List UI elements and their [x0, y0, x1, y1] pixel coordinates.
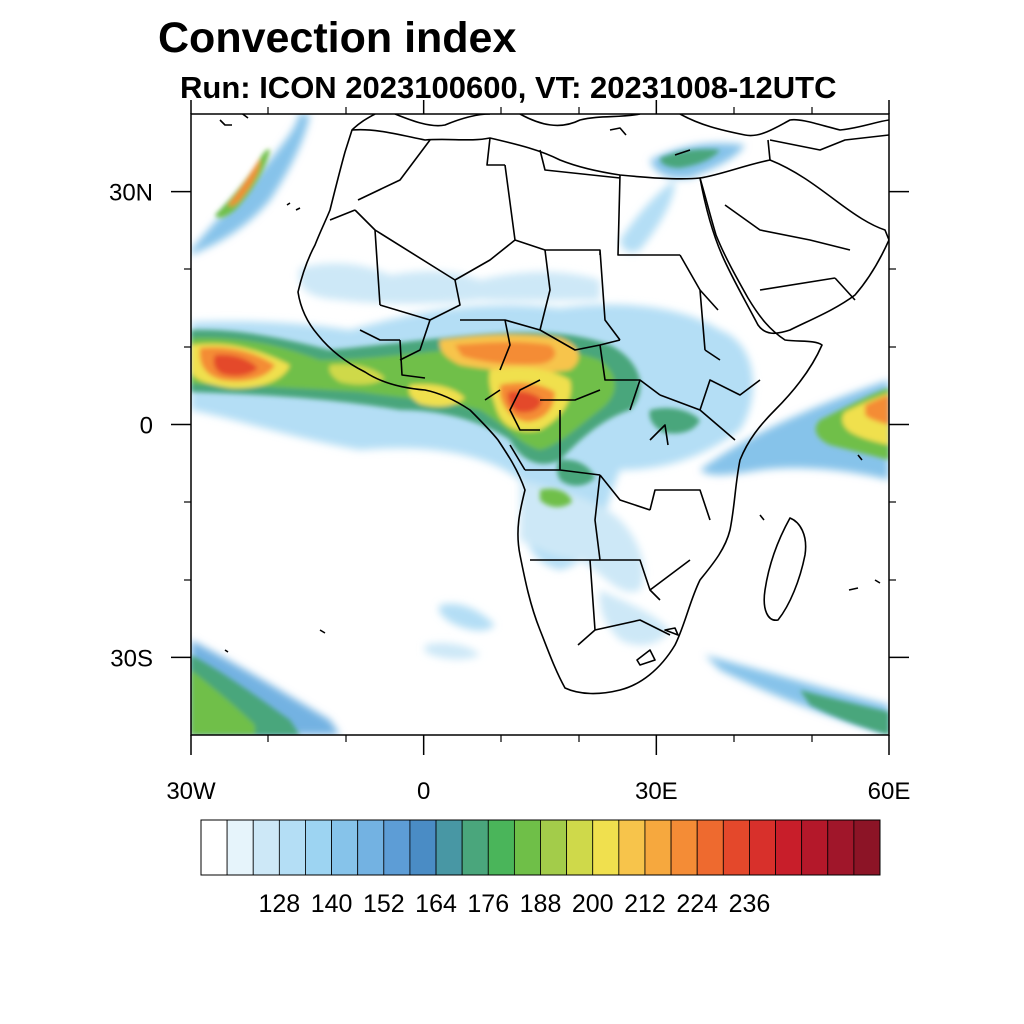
colorbar-box [226, 819, 254, 876]
colorbar-box [331, 819, 359, 876]
colorbar-frame [200, 819, 881, 876]
colorbar-boxes [200, 819, 881, 876]
colorbar-box [722, 819, 750, 876]
colorbar-box [696, 819, 724, 876]
colorbar-label: 176 [467, 890, 509, 918]
map-panel: 30W 0 30E 60E 30N 0 30S [109, 100, 910, 805]
colorbar-label: 152 [363, 890, 405, 918]
colorbar-box [670, 819, 698, 876]
colorbar-label: 128 [258, 890, 300, 918]
minor-ticks [184, 107, 896, 742]
colorbar-label: 140 [311, 890, 353, 918]
colorbar-box [853, 819, 881, 876]
colorbar-label: 212 [624, 890, 666, 918]
islands [219, 114, 881, 666]
colorbar-label: 200 [572, 890, 614, 918]
colorbar-box [592, 819, 620, 876]
colorbar-box [357, 819, 385, 876]
lat-tick-label: 0 [140, 413, 153, 440]
colorbar-box [566, 819, 594, 876]
chart-title: Convection index [158, 14, 517, 62]
colorbar-box [644, 819, 672, 876]
lat-tick-label: 30N [109, 180, 153, 207]
arabia-borders [724, 134, 889, 301]
lon-tick-label: 30W [166, 778, 216, 805]
country-borders [329, 137, 761, 646]
colorbar-labels: 128 140 152 164 176 188 200 212 224 236 [258, 890, 770, 918]
arabia-coastline [699, 159, 889, 335]
colorbar-box [278, 819, 306, 876]
colorbar-box [775, 819, 803, 876]
colorbar-box [513, 819, 541, 876]
colorbar-box [200, 819, 228, 876]
longitude-labels: 30W 0 30E 60E [166, 778, 910, 805]
colorbar-box [618, 819, 646, 876]
colorbar-label: 188 [520, 890, 562, 918]
colorbar-box [383, 819, 411, 876]
colorbar-box [540, 819, 568, 876]
colorbar-box [461, 819, 489, 876]
lon-tick-label: 60E [868, 778, 911, 805]
colorbar-label: 236 [729, 890, 771, 918]
major-ticks [171, 100, 909, 755]
colorbar-box [252, 819, 280, 876]
colorbar-label: 164 [415, 890, 457, 918]
latitude-labels: 30N 0 30S [109, 180, 153, 673]
colorbar-box [749, 819, 776, 876]
colorbar-box [827, 819, 855, 876]
colorbar: 128 140 152 164 176 188 200 212 224 236 [200, 819, 881, 918]
africa-coastline [297, 128, 823, 695]
colorbar-box [305, 819, 332, 876]
coastlines-borders [219, 114, 889, 695]
colorbar-label: 224 [676, 890, 718, 918]
lon-tick-label: 30E [635, 778, 678, 805]
colorbar-box [435, 819, 463, 876]
lat-tick-label: 30S [110, 645, 153, 672]
europe-coastline [351, 114, 889, 137]
colorbar-box [487, 819, 515, 876]
colorbar-box [409, 819, 437, 876]
lon-tick-label: 0 [417, 778, 430, 805]
madagascar-coastline [763, 517, 807, 621]
colorbar-box [801, 819, 829, 876]
chart-subtitle: Run: ICON 2023100600, VT: 20231008-12UTC [180, 70, 837, 105]
